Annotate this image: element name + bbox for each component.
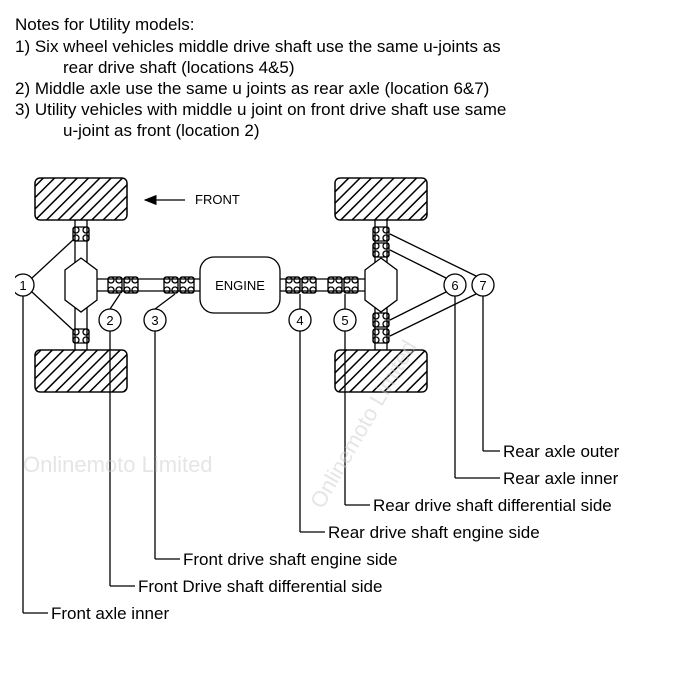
svg-text:7: 7: [479, 278, 486, 293]
note-1b: rear drive shaft (locations 4&5): [15, 58, 685, 78]
svg-text:4: 4: [296, 313, 303, 328]
svg-text:3: 3: [151, 313, 158, 328]
svg-text:6: 6: [451, 278, 458, 293]
note-3a: 3) Utility vehicles with middle u joint …: [15, 100, 685, 120]
svg-text:2: 2: [106, 313, 113, 328]
svg-text:1: 1: [19, 278, 26, 293]
callout-7: Rear axle outer: [503, 442, 619, 462]
note-2: 2) Middle axle use the same u joints as …: [15, 79, 685, 99]
diagram-svg: ENGINE FRONT 1 2 3 4 5 6 7: [15, 160, 685, 680]
front-text: FRONT: [195, 192, 240, 207]
callout-3: Front drive shaft engine side: [183, 550, 398, 570]
callout-4: Rear drive shaft engine side: [328, 523, 540, 543]
notes-block: Notes for Utility models: 1) Six wheel v…: [15, 15, 685, 141]
callout-1: Front axle inner: [51, 604, 169, 624]
callout-2: Front Drive shaft differential side: [138, 577, 382, 597]
engine-text: ENGINE: [215, 278, 265, 293]
callout-5: Rear drive shaft differential side: [373, 496, 612, 516]
callout-6: Rear axle inner: [503, 469, 618, 489]
note-1a: 1) Six wheel vehicles middle drive shaft…: [15, 37, 685, 57]
svg-text:5: 5: [341, 313, 348, 328]
drivetrain-diagram: Onlinemoto Limited Onlinemoto Limited: [15, 160, 685, 680]
notes-title: Notes for Utility models:: [15, 15, 685, 35]
note-3b: u-joint as front (location 2): [15, 121, 685, 141]
